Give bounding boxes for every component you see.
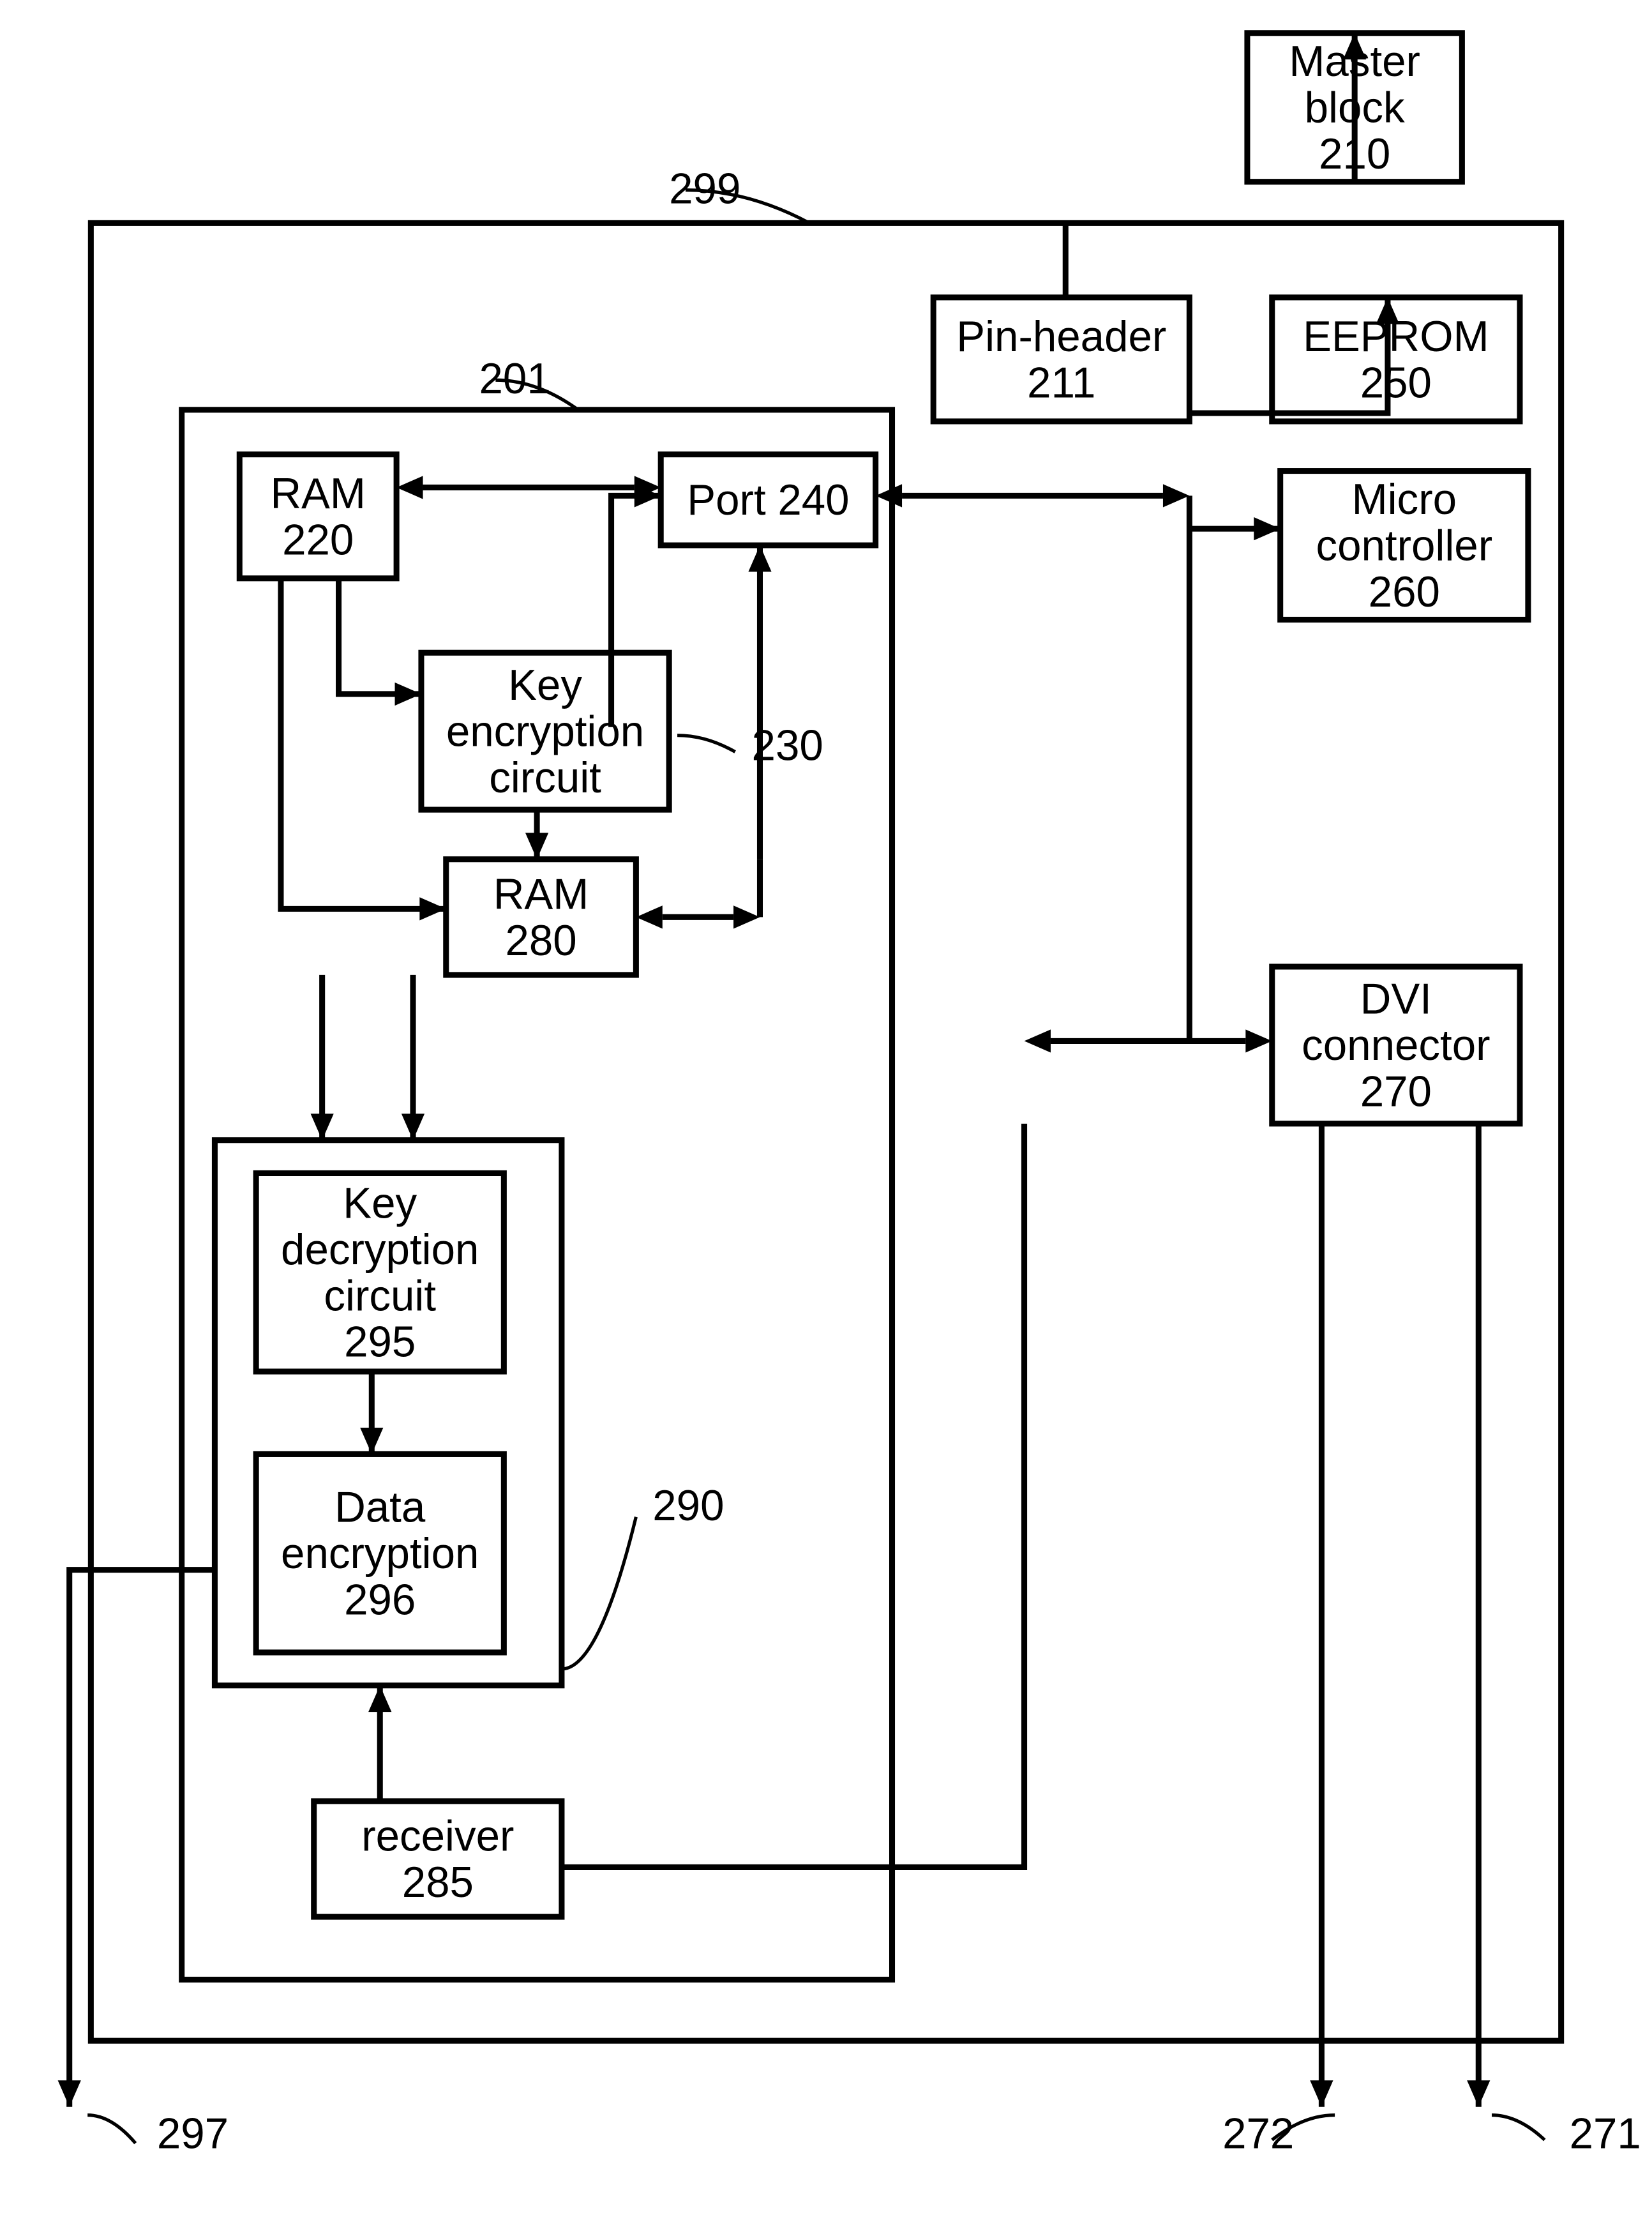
- svg-text:circuit: circuit: [489, 754, 601, 802]
- tag-297: 297: [157, 2110, 229, 2157]
- svg-text:250: 250: [1360, 359, 1432, 407]
- label-290: 290: [652, 1482, 724, 1530]
- svg-text:DVI: DVI: [1360, 976, 1432, 1024]
- block-diagram: Masterblock210Pin-header211EEPROM250Port…: [0, 0, 1652, 2229]
- svg-text:295: 295: [344, 1319, 416, 1366]
- svg-text:Data: Data: [334, 1484, 426, 1532]
- svg-text:Micro: Micro: [1352, 476, 1457, 524]
- tag-keyenc: 230: [752, 722, 823, 769]
- label-299: 299: [669, 165, 740, 213]
- svg-text:260: 260: [1369, 568, 1440, 616]
- svg-text:RAM: RAM: [270, 470, 365, 518]
- svg-text:270: 270: [1360, 1068, 1432, 1116]
- svg-text:encryption: encryption: [446, 707, 644, 755]
- label-201: 201: [479, 355, 551, 403]
- svg-text:280: 280: [505, 917, 576, 965]
- svg-text:285: 285: [402, 1859, 474, 1907]
- tag-272: 272: [1222, 2110, 1294, 2157]
- svg-text:220: 220: [282, 516, 354, 564]
- svg-text:Port 240: Port 240: [687, 476, 849, 524]
- svg-text:receiver: receiver: [361, 1813, 514, 1861]
- svg-text:Key: Key: [508, 661, 582, 709]
- svg-text:connector: connector: [1302, 1022, 1490, 1069]
- svg-text:211: 211: [1027, 359, 1095, 407]
- svg-text:encryption: encryption: [281, 1530, 479, 1578]
- svg-text:Pin-header: Pin-header: [956, 313, 1166, 361]
- svg-text:controller: controller: [1316, 522, 1492, 570]
- svg-text:296: 296: [344, 1576, 416, 1624]
- svg-text:Key: Key: [343, 1179, 417, 1227]
- svg-text:decryption: decryption: [281, 1226, 479, 1274]
- svg-text:RAM: RAM: [493, 870, 589, 918]
- tag-271: 271: [1570, 2110, 1641, 2157]
- svg-text:circuit: circuit: [324, 1272, 436, 1320]
